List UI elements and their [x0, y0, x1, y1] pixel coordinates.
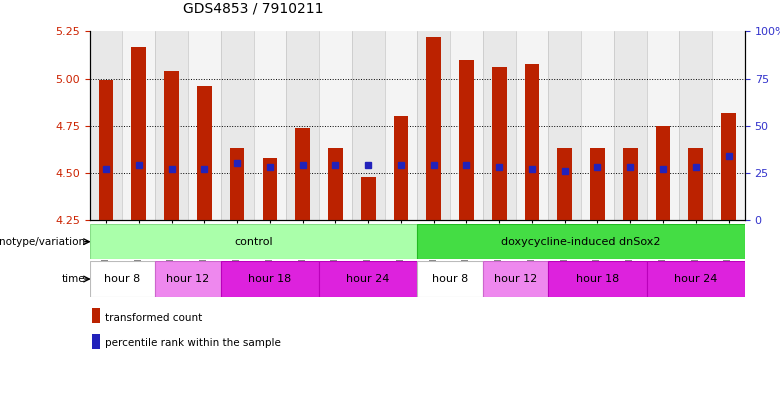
Bar	[492, 67, 506, 220]
Bar	[385, 31, 417, 220]
Text: hour 24: hour 24	[674, 274, 718, 284]
Bar	[230, 149, 244, 220]
Bar	[197, 86, 211, 220]
Bar	[263, 158, 277, 220]
Bar	[92, 334, 100, 349]
Bar	[155, 261, 221, 297]
Bar	[221, 31, 254, 220]
Bar	[623, 149, 637, 220]
Text: hour 12: hour 12	[166, 274, 210, 284]
Bar	[689, 149, 703, 220]
Bar	[483, 31, 516, 220]
Bar	[319, 261, 417, 297]
Text: hour 24: hour 24	[346, 274, 390, 284]
Bar	[99, 81, 113, 220]
Bar	[254, 31, 286, 220]
Bar	[90, 224, 417, 259]
Bar	[296, 128, 310, 220]
Bar	[394, 116, 408, 220]
Text: control: control	[234, 237, 273, 247]
Bar	[525, 64, 539, 220]
Bar	[417, 224, 745, 259]
Bar	[221, 261, 319, 297]
Text: hour 18: hour 18	[248, 274, 292, 284]
Bar	[483, 261, 548, 297]
Text: hour 8: hour 8	[105, 274, 140, 284]
Bar	[165, 71, 179, 220]
Bar	[581, 31, 614, 220]
Bar	[548, 261, 647, 297]
Text: hour 8: hour 8	[432, 274, 468, 284]
Text: doxycycline-induced dnSox2: doxycycline-induced dnSox2	[502, 237, 661, 247]
Bar	[92, 309, 100, 323]
Bar	[417, 261, 483, 297]
Bar	[352, 31, 385, 220]
Text: percentile rank within the sample: percentile rank within the sample	[105, 338, 281, 348]
Text: hour 12: hour 12	[494, 274, 537, 284]
Bar	[155, 31, 188, 220]
Bar	[90, 261, 155, 297]
Text: hour 18: hour 18	[576, 274, 619, 284]
Text: GDS4853 / 7910211: GDS4853 / 7910211	[183, 2, 324, 16]
Bar	[450, 31, 483, 220]
Bar	[90, 31, 122, 220]
Bar	[647, 31, 679, 220]
Bar	[548, 31, 581, 220]
Bar	[328, 149, 342, 220]
Bar	[656, 126, 670, 220]
Bar	[712, 31, 745, 220]
Bar	[132, 46, 146, 220]
Bar	[558, 149, 572, 220]
Text: genotype/variation: genotype/variation	[0, 237, 86, 247]
Bar	[427, 37, 441, 220]
Bar	[516, 31, 548, 220]
Text: time: time	[62, 274, 86, 284]
Bar	[286, 31, 319, 220]
Bar	[679, 31, 712, 220]
Bar	[614, 31, 647, 220]
Bar	[722, 112, 736, 220]
Text: transformed count: transformed count	[105, 313, 202, 323]
Bar	[459, 60, 473, 220]
Bar	[647, 261, 745, 297]
Bar	[188, 31, 221, 220]
Bar	[122, 31, 155, 220]
Bar	[417, 31, 450, 220]
Bar	[590, 149, 604, 220]
Bar	[319, 31, 352, 220]
Bar	[361, 177, 375, 220]
